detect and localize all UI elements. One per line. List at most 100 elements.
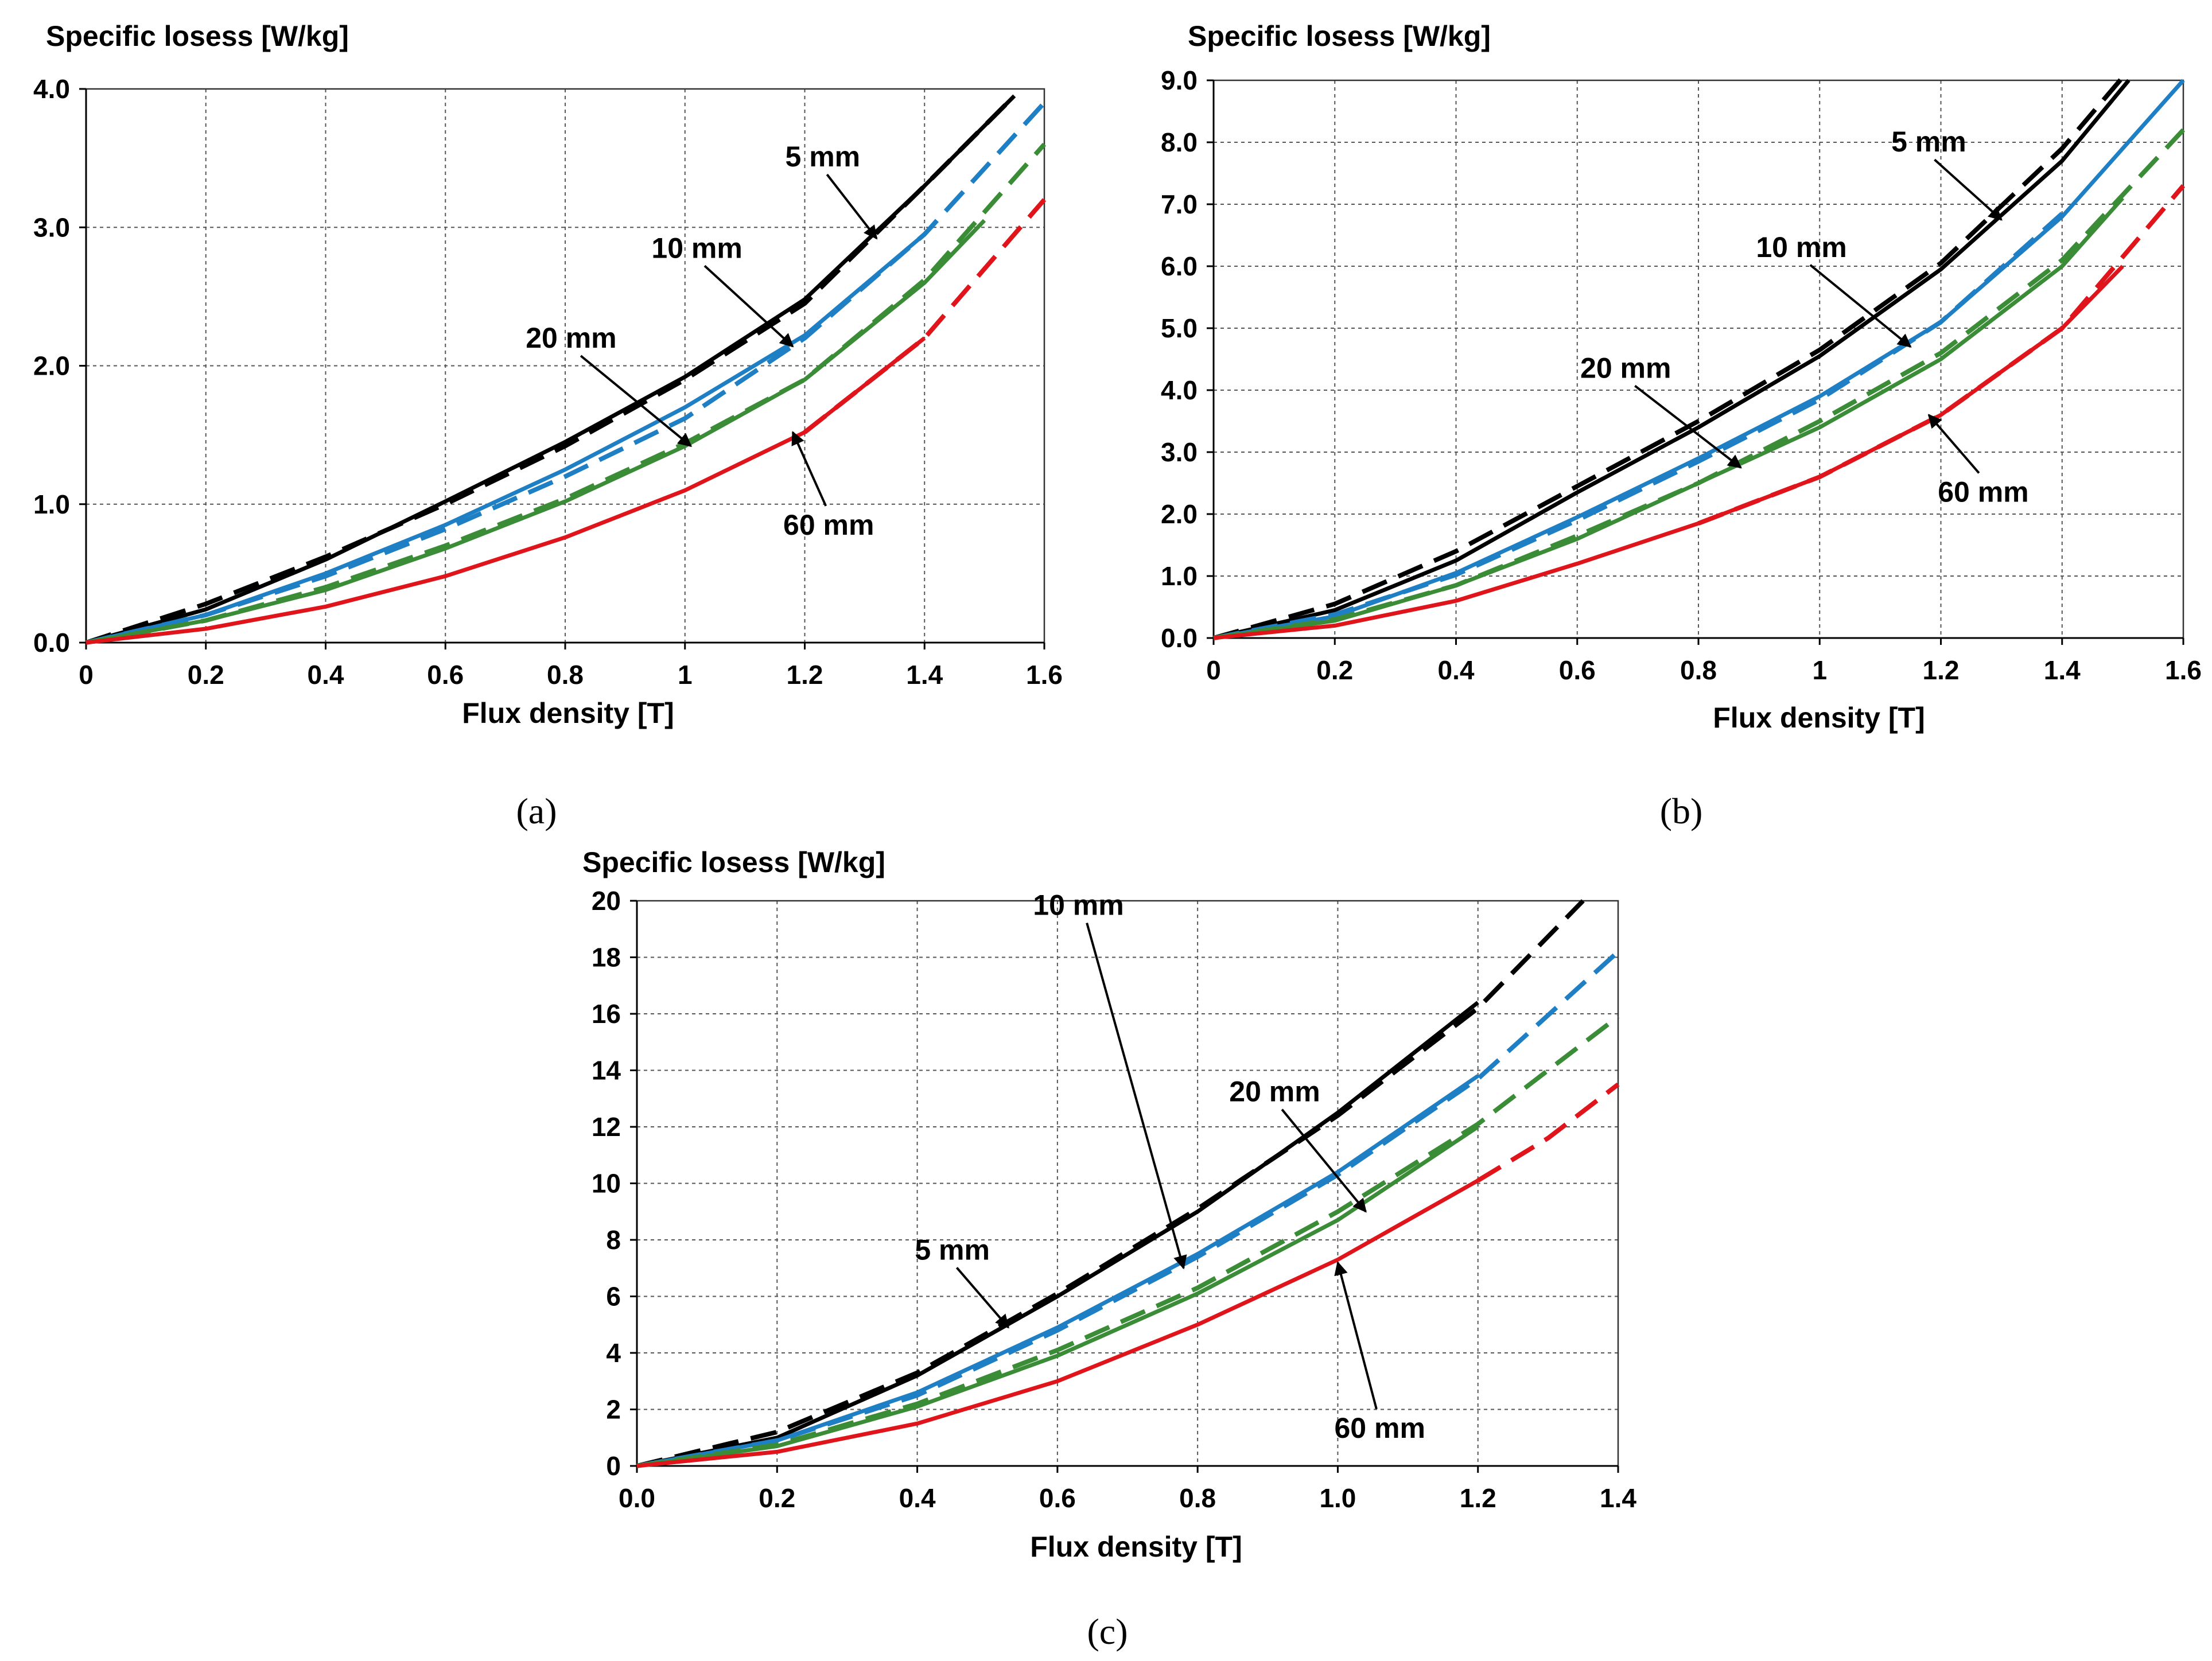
x-tick-label: 0.4 [899,1483,936,1513]
annotation-arrow-60-mm [1334,1261,1378,1410]
annotation-arrow-10-mm [1086,923,1187,1270]
annotation-10-mm: 10 mm [651,232,742,264]
x-tick-label: 0.8 [547,660,584,690]
x-tick-label: 1.4 [906,660,943,690]
x-tick-label: 0.2 [759,1483,795,1513]
annotation-arrow-10-mm [1809,264,1912,348]
series-line-5-mm-solid [1213,79,2131,640]
y-tick-label: 6.0 [1161,251,1198,281]
y-tick-label: 4.0 [1161,375,1198,405]
annotation-arrow-20-mm [1634,384,1742,469]
annotation-20-mm: 20 mm [526,322,616,354]
annotation-arrow-60-mm [1927,414,1980,474]
y-tick-label: 9.0 [1161,65,1198,95]
y-tick-label: 8 [606,1225,621,1255]
x-tick-label: 1 [678,660,693,690]
series-line-20-mm-dashed [636,1014,1620,1468]
y-tick-label: 14 [592,1056,621,1086]
x-tick-label: 0.6 [1559,655,1596,685]
annotation-arrow-5-mm [1934,158,2003,221]
y-tick-label: 0 [606,1451,621,1481]
annotation-5-mm: 5 mm [1891,126,1966,158]
x-tick-label: 1.0 [1319,1483,1356,1513]
y-tick-label: 16 [592,999,621,1029]
x-tick-label: 0 [1206,655,1221,685]
y-tick-label: 0.0 [33,628,70,658]
y-tick-label: 18 [592,943,621,973]
series-line-60-mm-dashed [803,198,1047,434]
y-tick-label: 4.0 [33,74,70,104]
panel-label: (b) [1660,791,1703,831]
y-tick-label: 7.0 [1161,189,1198,219]
x-axis-title: Flux density [T] [462,697,674,729]
annotation-10-mm: 10 mm [1756,231,1846,263]
series-line-20-mm-solid [1213,196,2125,640]
series-line-10-mm-dashed [636,950,1620,1468]
annotation-arrow-5-mm [826,173,878,240]
annotation-20-mm: 20 mm [1229,1076,1320,1108]
annotation-arrow-20-mm [580,355,693,447]
x-tick-label: 0.8 [1179,1483,1216,1513]
y-tick-label: 0.0 [1161,623,1198,653]
x-tick-label: 0.2 [1316,655,1353,685]
x-tick-label: 0.4 [308,660,344,690]
annotation-10-mm: 10 mm [1033,889,1124,921]
x-tick-label: 0.2 [188,660,224,690]
y-tick-label: 2.0 [33,351,70,381]
x-tick-label: 0.8 [1680,655,1717,685]
y-tick-label: 1.0 [1161,561,1198,591]
series-line-5-mm-dashed [1212,76,2125,640]
y-tick-label: 8.0 [1161,127,1198,157]
x-tick-label: 1.4 [1600,1483,1636,1513]
series-line-60-mm-dashed [1476,1082,1620,1183]
annotation-arrow-20-mm [1281,1108,1367,1213]
x-tick-label: 1.6 [2165,655,2202,685]
y-tick-label: 20 [592,886,621,916]
x-tick-label: 0 [79,660,94,690]
annotation-5-mm: 5 mm [915,1234,990,1266]
annotation-60-mm: 60 mm [1938,476,2028,508]
y-tick-label: 12 [592,1112,621,1142]
annotation-arrow-10-mm [703,264,794,348]
chart-panel-b: Specific losess [W/kg] Flux density [T] … [1161,20,2202,831]
annotation-arrow-5-mm [955,1267,1009,1329]
y-tick-label: 2.0 [1161,499,1198,529]
y-tick-label: 5.0 [1161,313,1198,343]
annotation-5-mm: 5 mm [786,141,861,173]
x-axis-title: Flux density [T] [1030,1531,1242,1563]
panel-label: (a) [516,791,557,831]
x-tick-label: 1 [1812,655,1827,685]
series-line-5-mm-dashed [636,899,1585,1468]
chart-panel-a: Specific losess [W/kg] Flux density [T] … [33,20,1063,831]
x-tick-label: 0.0 [619,1483,655,1513]
y-tick-label: 3.0 [33,212,70,242]
annotation-60-mm: 60 mm [1334,1412,1425,1444]
series-line-20-mm-solid [85,219,986,645]
x-tick-label: 1.2 [787,660,823,690]
series-line-10-mm-dashed [85,101,1046,645]
annotation-20-mm: 20 mm [1580,352,1671,384]
x-tick-label: 1.6 [1026,660,1063,690]
y-tick-label: 6 [606,1282,621,1312]
series-line-10-mm-solid [636,1074,1479,1468]
y-tick-label: 1.0 [33,489,70,519]
annotation-arrow-60-mm [791,431,827,507]
series-line-60-mm-solid [85,336,926,645]
y-axis-title: Specific losess [W/kg] [1188,20,1491,52]
panel-label: (c) [1087,1611,1128,1652]
series-line-5-mm-solid [85,94,1016,645]
series-line-10-mm-dashed [1213,212,2064,640]
y-tick-label: 4 [606,1338,621,1368]
x-axis-title: Flux density [T] [1713,702,1925,734]
y-tick-label: 10 [592,1169,621,1199]
chart-panel-c: Specific losess [W/kg] Flux density [T] … [582,846,1636,1652]
y-tick-label: 2 [606,1395,621,1425]
y-axis-title: Specific losess [W/kg] [46,20,349,52]
series-line-60-mm-solid [636,1178,1479,1468]
annotation-60-mm: 60 mm [783,509,874,541]
x-tick-label: 0.6 [1039,1483,1076,1513]
y-axis-title: Specific losess [W/kg] [582,846,885,878]
series-line-20-mm-dashed [1213,128,2185,640]
x-tick-label: 1.2 [1460,1483,1496,1513]
